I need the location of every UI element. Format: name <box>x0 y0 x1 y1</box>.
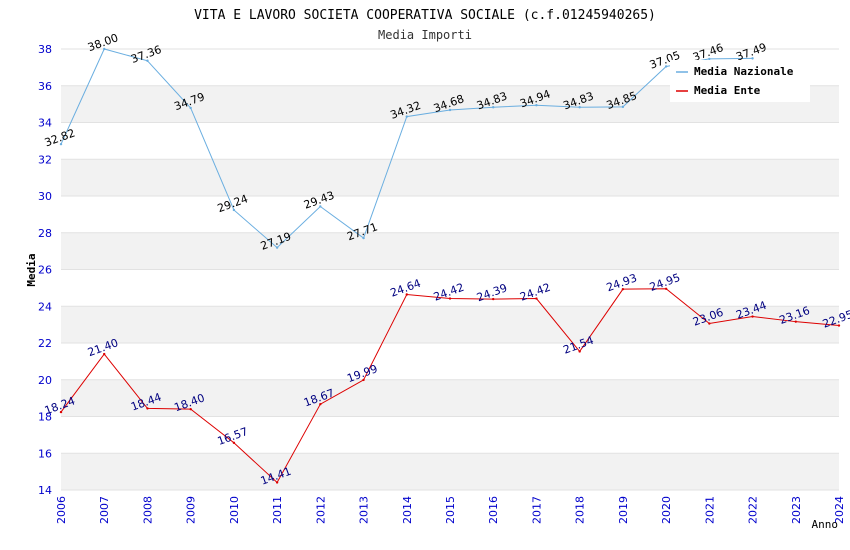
y-axis-label: Media <box>25 253 38 286</box>
grid-band <box>61 453 839 490</box>
grid-band <box>61 122 839 160</box>
y-tick-label: 34 <box>38 117 52 130</box>
x-axis-ticks: 2006 2007 2008 2009 2010 2011 2012 2013 2014 2015… <box>55 496 846 524</box>
legend: Media Nazionale Media Ente <box>670 60 810 102</box>
x-tick-label: 2011 <box>271 496 284 524</box>
data-point <box>664 65 668 68</box>
grid-band <box>61 269 839 307</box>
data-point <box>275 481 279 484</box>
data-point <box>103 352 106 356</box>
data-point <box>189 106 192 110</box>
data-point <box>492 297 495 301</box>
data-point <box>232 441 236 444</box>
y-tick-label: 16 <box>38 447 52 460</box>
grid-band <box>61 416 839 454</box>
data-point <box>837 324 841 327</box>
x-tick-label: 2023 <box>790 496 803 524</box>
legend-item-ente: Media Ente <box>676 84 761 97</box>
x-tick-label: 2017 <box>530 496 543 524</box>
data-point <box>492 106 495 109</box>
series-layer <box>59 47 841 484</box>
data-point <box>362 236 365 240</box>
legend-box <box>670 60 810 102</box>
grid-band <box>61 343 839 380</box>
data-point <box>362 378 365 382</box>
x-tick-label: 2021 <box>703 496 716 524</box>
grid-band <box>61 232 839 270</box>
data-point <box>751 315 754 318</box>
x-tick-label: 2022 <box>747 496 760 524</box>
y-tick-label: 14 <box>38 484 52 497</box>
x-tick-label: 2009 <box>185 496 198 524</box>
data-point <box>59 410 63 414</box>
y-tick-label: 32 <box>38 153 52 166</box>
x-tick-label: 2006 <box>55 496 68 524</box>
data-point <box>535 104 538 107</box>
data-point <box>146 407 149 410</box>
x-tick-label: 2015 <box>444 496 457 524</box>
x-tick-label: 2008 <box>141 496 154 524</box>
x-tick-label: 2018 <box>574 496 587 524</box>
x-tick-label: 2012 <box>314 496 327 524</box>
data-point <box>59 142 63 146</box>
chart-title: VITA E LAVORO SOCIETA COOPERATIVA SOCIAL… <box>194 8 656 23</box>
grid-band <box>61 379 839 417</box>
x-tick-label: 2016 <box>487 496 500 524</box>
legend-label-nazionale: Media Nazionale <box>694 65 794 78</box>
x-tick-label: 2024 <box>833 496 846 524</box>
data-point <box>448 297 452 300</box>
grid-band <box>61 159 839 196</box>
data-point <box>794 320 797 323</box>
data-point <box>664 287 668 290</box>
x-tick-label: 2007 <box>98 496 111 524</box>
y-tick-label: 36 <box>38 80 52 93</box>
legend-item-nazionale: Media Nazionale <box>676 65 794 78</box>
data-point <box>708 57 711 61</box>
data-point <box>708 322 711 325</box>
data-point <box>275 246 279 249</box>
y-tick-label: 20 <box>38 374 52 387</box>
y-tick-label: 30 <box>38 190 52 203</box>
x-tick-label: 2010 <box>228 496 241 524</box>
x-tick-label: 2013 <box>358 496 371 524</box>
y-axis-ticks: 14 16 18 20 22 24 26 28 30 32 34 36 38 <box>38 43 52 497</box>
data-point <box>146 59 149 62</box>
data-point <box>405 293 408 296</box>
data-point <box>621 287 625 291</box>
data-point <box>103 47 106 51</box>
y-tick-label: 26 <box>38 264 52 277</box>
data-point <box>232 208 236 212</box>
data-point <box>751 57 754 60</box>
data-point <box>189 407 192 411</box>
grid-band <box>61 196 839 233</box>
x-axis-label: Anno <box>812 518 839 531</box>
y-tick-label: 38 <box>38 43 52 56</box>
legend-label-ente: Media Ente <box>694 84 761 97</box>
data-point <box>319 402 322 406</box>
data-point <box>535 297 538 300</box>
data-point <box>448 108 452 112</box>
chart-subtitle: Media Importi <box>378 28 472 42</box>
grid-lines <box>61 48 839 491</box>
grid-bands <box>61 49 839 490</box>
x-tick-label: 2019 <box>617 496 630 524</box>
data-point <box>621 105 625 109</box>
y-tick-label: 18 <box>38 411 52 424</box>
y-tick-label: 28 <box>38 227 52 240</box>
data-point <box>405 115 408 118</box>
x-tick-label: 2020 <box>660 496 673 524</box>
data-point <box>319 205 322 208</box>
data-point <box>578 350 581 353</box>
x-tick-label: 2014 <box>401 496 414 524</box>
y-tick-label: 24 <box>38 300 52 313</box>
y-tick-label: 22 <box>38 337 52 350</box>
data-point <box>578 106 581 109</box>
